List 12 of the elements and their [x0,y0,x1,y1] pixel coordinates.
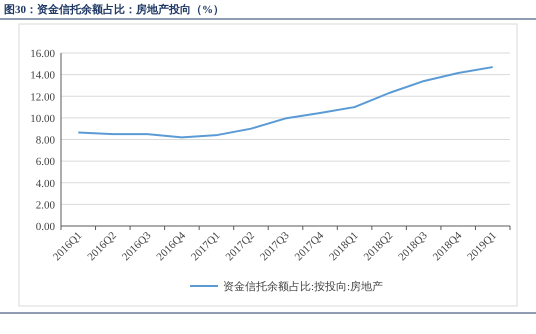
y-tick-label: 10.00 [30,112,56,125]
y-tick-label: 16.00 [30,48,56,60]
y-tick-label: 0.00 [36,221,56,233]
y-tick-label: 4.00 [36,178,56,190]
legend-label: 资金信托余额占比:按投向:房地产 [223,280,384,293]
y-tick-label: 12.00 [30,91,56,104]
y-tick-label: 8.00 [36,134,56,146]
y-tick-label: 2.00 [36,199,56,212]
line-series [77,66,494,138]
y-tick-label: 6.00 [36,156,56,168]
y-tick-label: 14.00 [30,70,56,82]
chart-title: 图30：资金信托余额占比：房地产投向（%） [4,3,224,16]
